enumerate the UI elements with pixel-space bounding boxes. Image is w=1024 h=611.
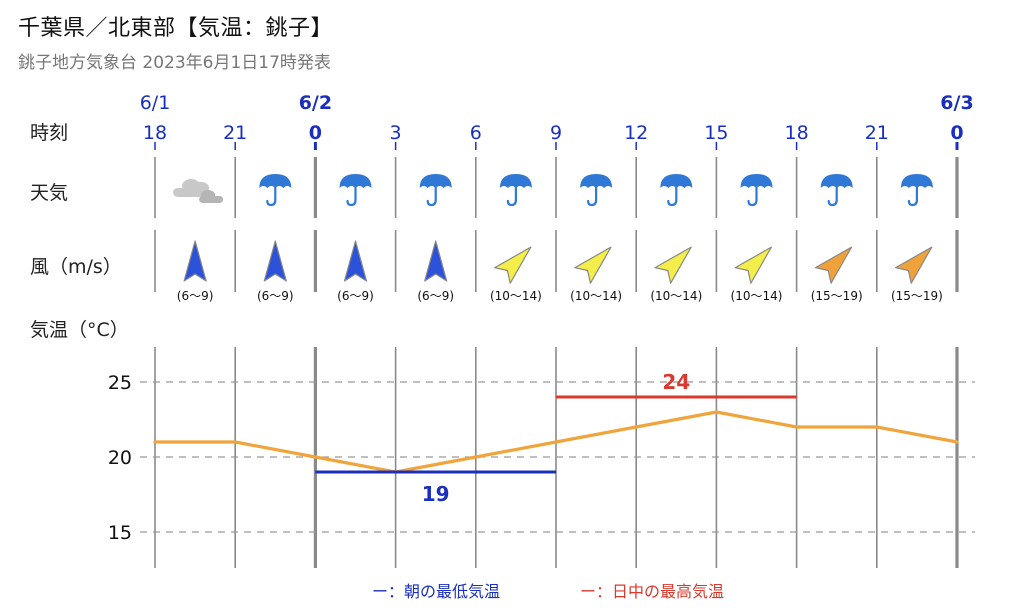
umbrella-handle [747, 185, 758, 207]
umbrella-canopy [339, 174, 372, 188]
umbrella-icon [499, 174, 532, 207]
hour-label: 18 [143, 122, 167, 144]
wind-arrow-shape [895, 246, 933, 284]
legend-item: ー：日中の最高気温 [580, 582, 724, 601]
hour-label: 0 [950, 122, 963, 144]
y-tick-label: 25 [108, 372, 132, 394]
wind-arrow-shape [343, 240, 368, 282]
row-label-weather: 天気 [30, 182, 68, 204]
temperature-point [153, 440, 157, 444]
wind-speed-range: (6〜9) [337, 289, 374, 303]
wind-speed-range: (10〜14) [570, 289, 622, 303]
date-label: 6/1 [140, 92, 171, 114]
wind-speed-range: (10〜14) [731, 289, 783, 303]
wind-speed-range: (6〜9) [417, 289, 454, 303]
umbrella-handle [506, 185, 518, 207]
temperature-point [233, 440, 237, 444]
cloud-base [199, 196, 224, 203]
wind-arrow [424, 240, 448, 282]
umbrella-icon [419, 174, 452, 207]
wind-arrow [574, 246, 612, 284]
hour-label: 15 [704, 122, 728, 144]
hour-label: 21 [865, 122, 889, 144]
wind-speed-range: (6〜9) [257, 289, 294, 303]
page-title: 千葉県／北東部【気温：銚子】 [18, 16, 334, 41]
wind-arrow [814, 246, 853, 284]
umbrella-canopy [660, 174, 693, 188]
wind-arrow [263, 240, 287, 282]
umbrella-handle [907, 185, 919, 207]
temperature-point [474, 455, 478, 459]
wind-arrow-shape [494, 246, 532, 284]
wind-arrow-shape [654, 246, 692, 284]
wind-speed-range: (10〜14) [490, 289, 542, 303]
umbrella-canopy [499, 174, 532, 188]
hour-label: 18 [785, 122, 809, 144]
temperature-point [955, 440, 959, 444]
umbrella-icon [259, 174, 292, 207]
hour-label: 9 [550, 122, 562, 144]
row-label-temperature: 気温（°C） [30, 319, 129, 341]
wind-arrow [654, 246, 692, 284]
umbrella-canopy [259, 174, 292, 188]
wind-arrow [895, 246, 933, 284]
umbrella-canopy [740, 174, 773, 188]
date-label: 6/3 [940, 92, 973, 114]
temperature-point [714, 410, 719, 414]
hour-label: 0 [309, 122, 322, 144]
hour-label: 21 [223, 122, 247, 144]
wind-arrow-shape [574, 246, 612, 284]
cloud-base [173, 188, 208, 197]
wind-speed-range: (6〜9) [177, 289, 214, 303]
wind-arrow [343, 240, 368, 282]
wind-arrow-shape [263, 240, 287, 282]
umbrella-handle [426, 185, 437, 207]
umbrella-handle [586, 185, 598, 207]
umbrella-handle [827, 185, 838, 207]
umbrella-icon [580, 174, 613, 207]
umbrella-handle [667, 185, 678, 207]
hour-label: 6 [470, 122, 482, 144]
wind-arrow [734, 246, 772, 284]
temperature-point [554, 440, 558, 444]
y-tick-label: 15 [108, 522, 132, 544]
page-subtitle: 銚子地方気象台 2023年6月1日17時発表 [18, 53, 331, 73]
umbrella-icon [660, 174, 693, 207]
temperature-point [313, 455, 317, 459]
date-label: 6/2 [299, 92, 332, 114]
temperature-point [634, 425, 638, 429]
umbrella-canopy [900, 174, 933, 188]
min-temp-label: 19 [422, 482, 450, 506]
umbrella-icon [339, 174, 372, 207]
umbrella-handle [346, 185, 357, 207]
temperature-point [875, 425, 879, 429]
row-label-time: 時刻 [30, 122, 68, 144]
hour-label: 3 [390, 122, 402, 144]
row-label-wind: 風（m/s） [30, 256, 122, 278]
umbrella-icon [740, 174, 773, 207]
wind-speed-range: (15〜19) [891, 289, 943, 303]
temperature-point [795, 425, 799, 429]
umbrella-canopy [820, 174, 853, 188]
umbrella-canopy [580, 174, 613, 188]
wind-arrow [183, 240, 207, 282]
wind-arrow-shape [734, 246, 772, 284]
umbrella-canopy [419, 174, 452, 188]
umbrella-handle [266, 185, 277, 207]
hour-label: 12 [624, 122, 648, 144]
wind-arrow [494, 246, 532, 284]
umbrella-icon [820, 174, 853, 207]
cloudy-icon [173, 179, 224, 203]
max-temp-label: 24 [662, 370, 690, 394]
umbrella-icon [900, 174, 933, 207]
wind-arrow-shape [814, 246, 853, 284]
wind-speed-range: (15〜19) [811, 289, 863, 303]
legend-item: ー：朝の最低気温 [372, 582, 500, 601]
y-tick-label: 20 [108, 447, 132, 469]
wind-arrow-shape [183, 240, 207, 282]
wind-arrow-shape [424, 240, 448, 282]
wind-speed-range: (10〜14) [650, 289, 702, 303]
